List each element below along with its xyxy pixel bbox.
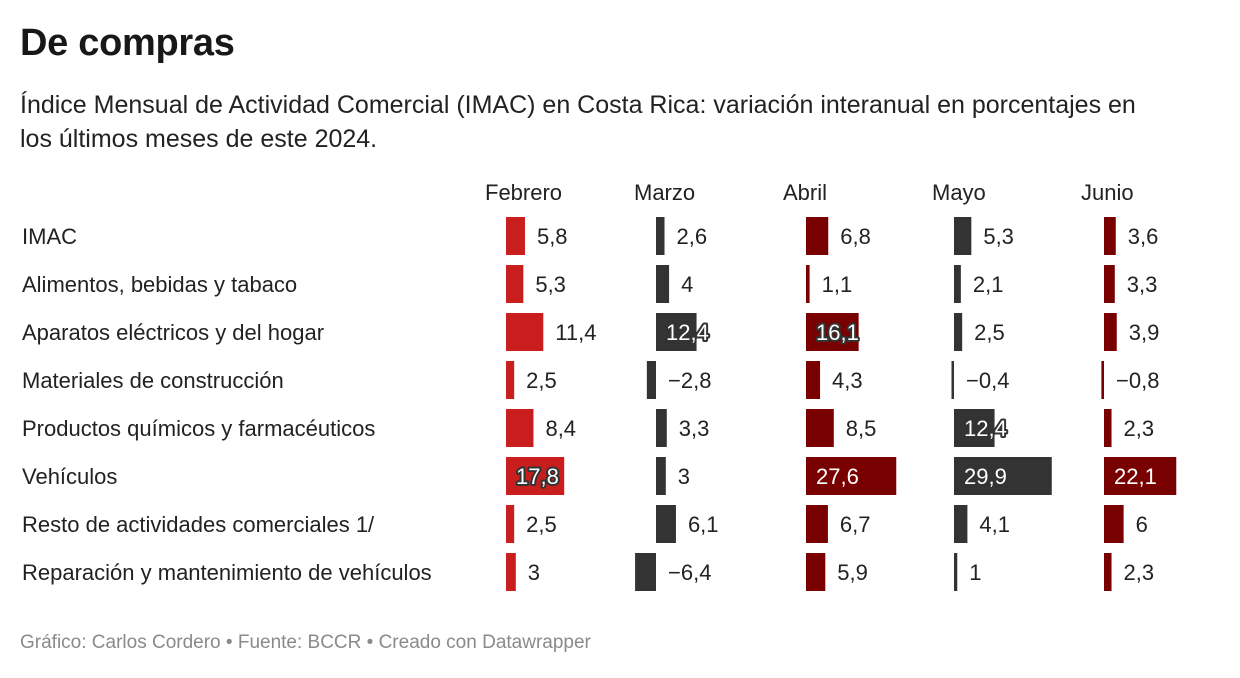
bar-junio — [1104, 553, 1112, 591]
bar-marzo — [656, 505, 676, 543]
row-label: Reparación y mantenimiento de vehículos — [22, 560, 432, 585]
bar-abril — [806, 505, 828, 543]
value-label: 4,1 — [979, 512, 1010, 537]
bar-junio — [1104, 457, 1177, 495]
value-label: 2,3 — [1124, 416, 1155, 441]
value-label: 29,9 — [964, 464, 1007, 489]
bar-marzo — [656, 217, 665, 255]
value-label: 11,4 — [555, 320, 596, 345]
chart-title: De compras — [20, 22, 235, 64]
bar-abril — [806, 361, 821, 399]
row-label: Vehículos — [22, 464, 117, 489]
bar-febrero — [506, 409, 534, 447]
value-label: 6,7 — [840, 512, 871, 537]
bar-table-chart: Febrero Marzo Abril Mayo Junio IMAC Alimentos,… — [22, 180, 1177, 591]
value-label: 1 — [969, 560, 981, 585]
value-label: 8,4 — [545, 416, 576, 441]
value-label: 8,5 — [846, 416, 877, 441]
value-label: 4,3 — [832, 368, 863, 393]
bar-mayo — [954, 313, 963, 351]
bar-junio — [1104, 409, 1112, 447]
bar-mayo — [954, 553, 958, 591]
column-header-mayo: Mayo — [932, 180, 986, 205]
bar-mayo — [954, 457, 1052, 495]
value-label: 22,1 — [1114, 464, 1157, 489]
value-label: 3,3 — [1127, 272, 1158, 297]
value-label: 2,1 — [973, 272, 1004, 297]
value-label: 2,5 — [974, 320, 1005, 345]
bar-abril — [806, 217, 829, 255]
column-header-marzo: Marzo — [634, 180, 695, 205]
row-label: Resto de actividades comerciales 1/ — [22, 512, 375, 537]
value-label: 5,3 — [983, 224, 1014, 249]
row-label: Productos químicos y farmacéuticos — [22, 416, 375, 441]
value-label: 2,5 — [526, 512, 557, 537]
bar-abril — [806, 313, 859, 351]
bar-marzo — [656, 457, 666, 495]
value-label: 5,9 — [837, 560, 868, 585]
bar-mayo — [954, 505, 968, 543]
row-label: Aparatos eléctricos y del hogar — [22, 320, 324, 345]
value-label: −0,4 — [966, 368, 1009, 393]
bar-abril — [806, 457, 897, 495]
value-label: −2,8 — [668, 368, 711, 393]
column-header-junio: Junio — [1081, 180, 1134, 205]
bar-febrero — [506, 217, 525, 255]
value-label: 6,1 — [688, 512, 719, 537]
bar-febrero — [506, 265, 524, 303]
value-label: 6 — [1136, 512, 1148, 537]
value-label: 12,4 — [964, 416, 1007, 441]
bar-mayo — [951, 361, 954, 399]
row-label: Alimentos, bebidas y tabaco — [22, 272, 297, 297]
bar-febrero — [506, 553, 516, 591]
value-label: 27,6 — [816, 464, 859, 489]
value-label: 4 — [681, 272, 693, 297]
bar-junio — [1101, 361, 1104, 399]
bar-marzo — [656, 265, 670, 303]
bar-junio — [1104, 505, 1124, 543]
bar-mayo — [954, 217, 972, 255]
value-label: 2,3 — [1124, 560, 1155, 585]
bar-mayo — [954, 409, 995, 447]
value-label: 2,6 — [677, 224, 708, 249]
chart-footer: Gráfico: Carlos Cordero • Fuente: BCCR •… — [20, 632, 591, 653]
value-label: 3 — [678, 464, 690, 489]
value-label: 5,8 — [537, 224, 568, 249]
chart-subtitle: Índice Mensual de Actividad Comercial (I… — [20, 91, 1136, 153]
value-label: 1,1 — [822, 272, 853, 297]
value-label: 3,6 — [1128, 224, 1159, 249]
bar-mayo — [954, 265, 961, 303]
bar-marzo — [656, 409, 667, 447]
value-label: 5,3 — [535, 272, 566, 297]
bar-febrero — [506, 505, 515, 543]
value-label: −6,4 — [668, 560, 711, 585]
bar-abril — [806, 409, 834, 447]
bar-junio — [1104, 313, 1117, 351]
row-label: IMAC — [22, 224, 77, 249]
value-label: 12,4 — [666, 320, 709, 345]
bar-marzo — [635, 553, 656, 591]
value-label: −0,8 — [1116, 368, 1159, 393]
value-label: 6,8 — [840, 224, 871, 249]
bar-abril — [806, 265, 810, 303]
value-label: 2,5 — [526, 368, 557, 393]
row-label: Materiales de construcción — [22, 368, 284, 393]
bar-febrero — [506, 361, 515, 399]
bar-febrero — [506, 313, 544, 351]
bar-marzo — [656, 313, 697, 351]
value-label: 3,3 — [679, 416, 710, 441]
bar-junio — [1104, 217, 1116, 255]
bar-junio — [1104, 265, 1115, 303]
value-label: 17,8 — [516, 464, 559, 489]
column-header-abril: Abril — [783, 180, 827, 205]
value-label: 3 — [528, 560, 540, 585]
bar-abril — [806, 553, 826, 591]
value-label: 16,1 — [816, 320, 859, 345]
value-label: 3,9 — [1129, 320, 1160, 345]
bar-marzo — [646, 361, 656, 399]
column-header-febrero: Febrero — [485, 180, 562, 205]
bar-febrero — [506, 457, 565, 495]
